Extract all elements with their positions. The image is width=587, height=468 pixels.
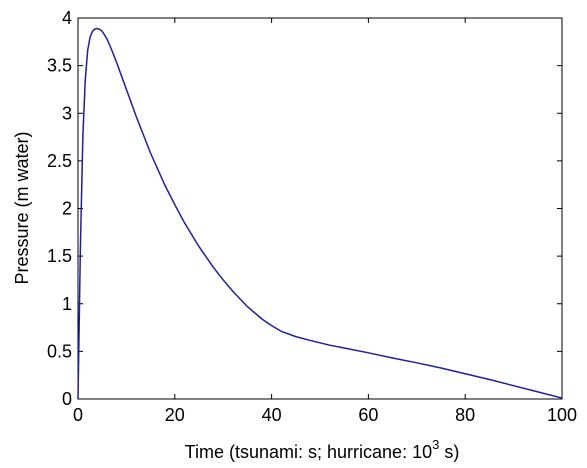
y-axis-label: Pressure (m water) <box>12 131 32 284</box>
y-tick-label: 0 <box>62 389 72 409</box>
y-tick-label: 3 <box>62 103 72 123</box>
x-tick-label: 80 <box>455 405 475 425</box>
pressure-line <box>77 27 563 400</box>
x-tick-label: 100 <box>547 405 577 425</box>
y-tick-label: 0.5 <box>47 341 72 361</box>
y-tick-label: 1 <box>62 294 72 314</box>
x-tick-label: 40 <box>262 405 282 425</box>
x-tick-label: 20 <box>165 405 185 425</box>
x-tick-label: 0 <box>73 405 83 425</box>
y-tick-label: 3.5 <box>47 56 72 76</box>
x-axis-ticks: 0 20 40 60 80 100 <box>73 18 577 425</box>
x-axis-label-superscript: 3 <box>432 437 439 452</box>
x-axis-label: Time (tsunami: s; hurricane: 103 s) <box>185 437 460 462</box>
x-axis-label-tail: s) <box>439 442 459 462</box>
x-tick-label: 60 <box>358 405 378 425</box>
y-axis-ticks: 0 0.5 1 1.5 2 2.5 3 3.5 4 <box>47 8 562 409</box>
y-tick-label: 4 <box>62 8 72 28</box>
y-tick-label: 2.5 <box>47 151 72 171</box>
plot-area <box>77 17 563 400</box>
y-tick-label: 2 <box>62 199 72 219</box>
y-tick-label: 1.5 <box>47 246 72 266</box>
